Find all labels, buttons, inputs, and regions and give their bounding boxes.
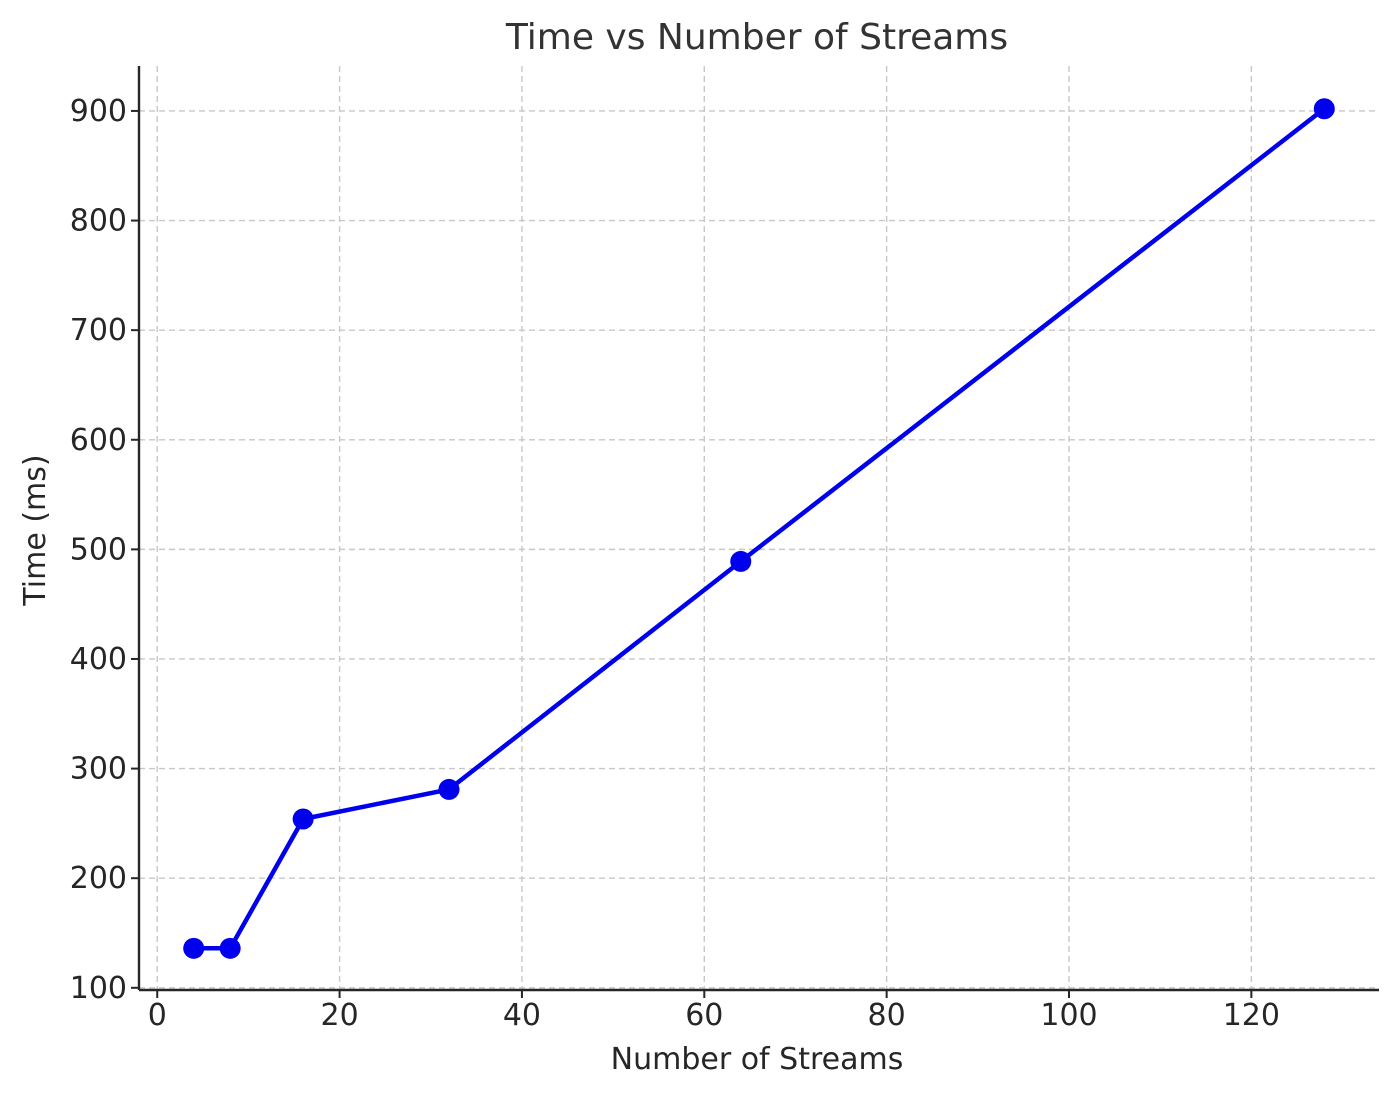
axes — [137, 66, 1379, 992]
data-point — [438, 778, 460, 800]
x-tick-label: 20 — [320, 998, 358, 1033]
x-tick-label: 60 — [685, 998, 723, 1033]
y-tick-label: 900 — [70, 94, 127, 129]
y-tick-label: 600 — [70, 423, 127, 458]
x-tick-label: 100 — [1040, 998, 1097, 1033]
data-point — [219, 937, 241, 959]
y-tick-label: 200 — [70, 861, 127, 896]
y-tick-label: 100 — [70, 971, 127, 1006]
y-tick-label: 800 — [70, 204, 127, 239]
data-series — [183, 98, 1335, 959]
x-axis-ticks: 0 20 40 60 80 100 120 — [148, 990, 1280, 1033]
data-point — [183, 937, 205, 959]
y-axis-label: Time (ms) — [18, 454, 53, 606]
y-tick-label: 400 — [70, 642, 127, 677]
chart-title: Time vs Number of Streams — [505, 17, 1008, 58]
x-tick-label: 40 — [503, 998, 541, 1033]
y-tick-label: 500 — [70, 532, 127, 567]
x-tick-label: 120 — [1223, 998, 1280, 1033]
x-axis-label: Number of Streams — [611, 1042, 904, 1077]
x-tick-label: 80 — [868, 998, 906, 1033]
grid — [139, 66, 1379, 990]
series-line — [191, 106, 1327, 951]
data-point — [1313, 98, 1335, 120]
data-point — [292, 808, 314, 830]
y-tick-label: 700 — [70, 313, 127, 348]
y-axis-ticks: 100 200 300 400 500 600 700 800 900 — [70, 94, 139, 1006]
data-point — [730, 550, 752, 572]
y-tick-label: 300 — [70, 752, 127, 787]
x-tick-label: 0 — [148, 998, 167, 1033]
